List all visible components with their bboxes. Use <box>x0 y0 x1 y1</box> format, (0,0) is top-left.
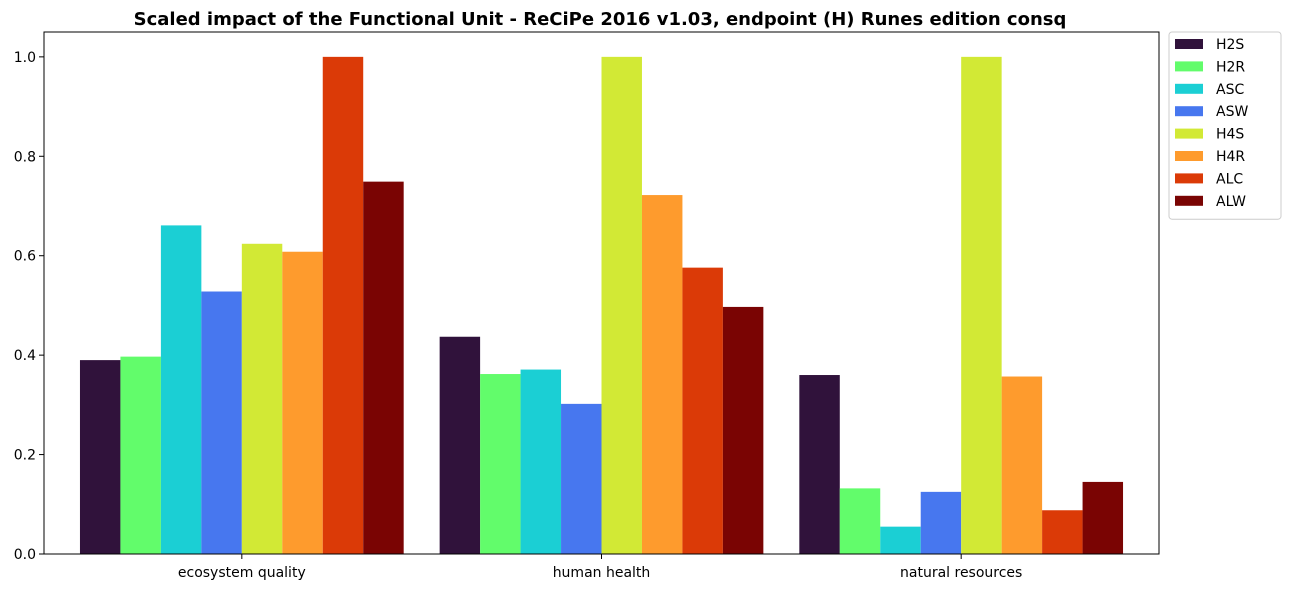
bar-h4r-2 <box>1001 376 1043 554</box>
bar-h4r-0 <box>282 251 323 555</box>
bar-alc-1 <box>682 267 723 554</box>
legend: H2S H2R ASC ASW H4S H4R ALC ALW <box>1168 31 1282 220</box>
legend-label-h2s: H2S <box>1216 37 1244 53</box>
legend-swatch-asc <box>1175 83 1203 94</box>
y-tick-label: 0.0 <box>14 547 36 563</box>
bars-group <box>79 56 1124 555</box>
bar-alw-0 <box>363 181 404 554</box>
legend-swatch-h4r <box>1175 151 1203 161</box>
y-tick-label: 1.0 <box>14 50 36 66</box>
bar-h4s-1 <box>601 56 642 554</box>
legend-swatch-alw <box>1175 195 1203 206</box>
bar-h2r-2 <box>839 488 881 554</box>
legend-label-h4s: H4S <box>1216 127 1244 143</box>
bar-alw-1 <box>722 306 764 554</box>
bar-h2s-2 <box>799 375 840 554</box>
legend-label-alc: ALC <box>1216 171 1243 187</box>
bar-h4r-1 <box>641 195 683 554</box>
x-axis: ecosystem quality human health natural res… <box>178 554 1022 581</box>
bar-h2s-0 <box>79 360 121 554</box>
y-tick-label: 0.6 <box>14 249 36 265</box>
chart-title: Scaled impact of the Functional Unit - R… <box>134 9 1067 30</box>
legend-swatch-h4s <box>1175 128 1203 139</box>
legend-swatch-alc <box>1175 173 1203 184</box>
bar-asc-2 <box>880 526 921 554</box>
bar-asw-0 <box>201 291 242 554</box>
bar-h4s-0 <box>241 243 283 555</box>
legend-frame <box>1168 31 1282 220</box>
legend-label-h4r: H4R <box>1216 149 1245 165</box>
y-tick-label: 0.8 <box>14 149 36 165</box>
bar-alc-0 <box>322 56 364 554</box>
y-axis: 0.0 0.2 0.4 0.6 0.8 1.0 <box>14 50 44 563</box>
x-tick-label: ecosystem quality <box>178 565 306 581</box>
y-tick-label: 0.4 <box>14 348 36 364</box>
bar-asw-1 <box>561 403 602 554</box>
y-tick-label: 0.2 <box>14 448 36 464</box>
legend-label-asc: ASC <box>1216 82 1244 98</box>
legend-swatch-h2s <box>1175 39 1203 49</box>
bar-h2s-1 <box>439 336 481 554</box>
legend-label-h2r: H2R <box>1216 59 1245 75</box>
legend-swatch-h2r <box>1175 61 1203 72</box>
legend-label-alw: ALW <box>1216 194 1246 210</box>
bar-asc-1 <box>520 369 562 554</box>
x-tick-label: natural resources <box>900 565 1022 581</box>
legend-swatch-asw <box>1175 106 1203 117</box>
x-tick-label: human health <box>553 565 651 581</box>
bar-h4s-2 <box>961 56 1002 554</box>
bar-h2r-0 <box>120 356 161 554</box>
legend-label-asw: ASW <box>1216 104 1248 120</box>
bar-asc-0 <box>160 225 202 555</box>
bar-asw-2 <box>920 491 962 554</box>
bar-alw-2 <box>1082 481 1124 554</box>
bar-h2r-1 <box>480 374 521 554</box>
bar-alc-2 <box>1042 510 1083 554</box>
